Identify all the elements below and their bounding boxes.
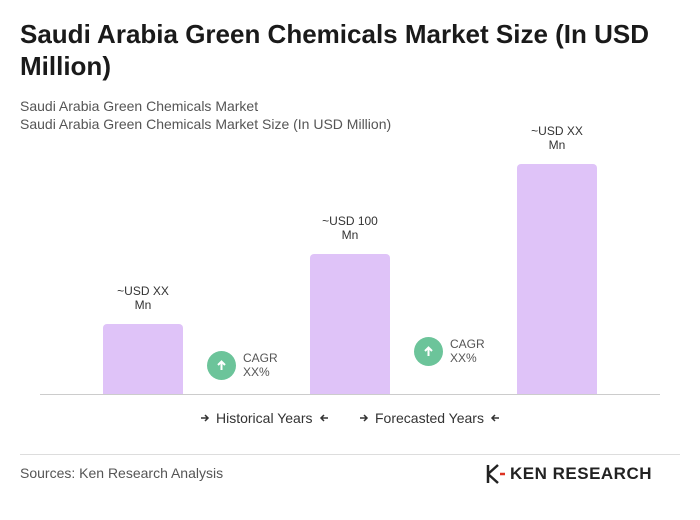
plot-area: ~USD XX Mn ~USD 100 Mn ~USD XX Mn CAGR XX% C…	[40, 124, 660, 395]
bar	[517, 164, 597, 394]
legend-item: Forecasted Years	[359, 410, 500, 426]
value-label: ~USD XX Mn	[117, 284, 169, 312]
legend-text: Historical Years	[216, 410, 313, 426]
logo: KEN RESEARCH	[486, 464, 652, 484]
arrow-icon	[319, 414, 328, 422]
arrow-icon	[490, 414, 499, 422]
cagr-label: CAGR XX%	[243, 351, 278, 379]
logo-text: KEN RESEARCH	[510, 464, 653, 483]
arrow-icon	[360, 414, 369, 422]
legend-item: Historical Years	[200, 410, 329, 426]
up-arrow	[423, 345, 433, 356]
chart-title: Saudi Arabia Green Chemicals Market Size…	[20, 19, 650, 81]
bar	[310, 254, 390, 394]
value-label: ~USD XX Mn	[531, 124, 583, 153]
legend-text: Forecasted Years	[375, 410, 484, 426]
logo-icon	[486, 464, 505, 484]
subtitle: Saudi Arabia Green Chemicals Market Size…	[20, 116, 392, 132]
cagr-icon	[206, 350, 236, 380]
baseline	[40, 394, 660, 395]
source: Sources: Ken Research Analysis	[20, 465, 224, 481]
value-label: ~USD 100 Mn	[322, 214, 378, 242]
cagr-icon	[413, 336, 443, 366]
bar	[103, 324, 183, 394]
arrow-icon	[201, 414, 210, 422]
up-arrow	[216, 359, 226, 370]
divider	[20, 454, 680, 455]
cagr-label: CAGR XX%	[450, 337, 485, 365]
subtitle: Saudi Arabia Green Chemicals Market	[20, 98, 259, 114]
